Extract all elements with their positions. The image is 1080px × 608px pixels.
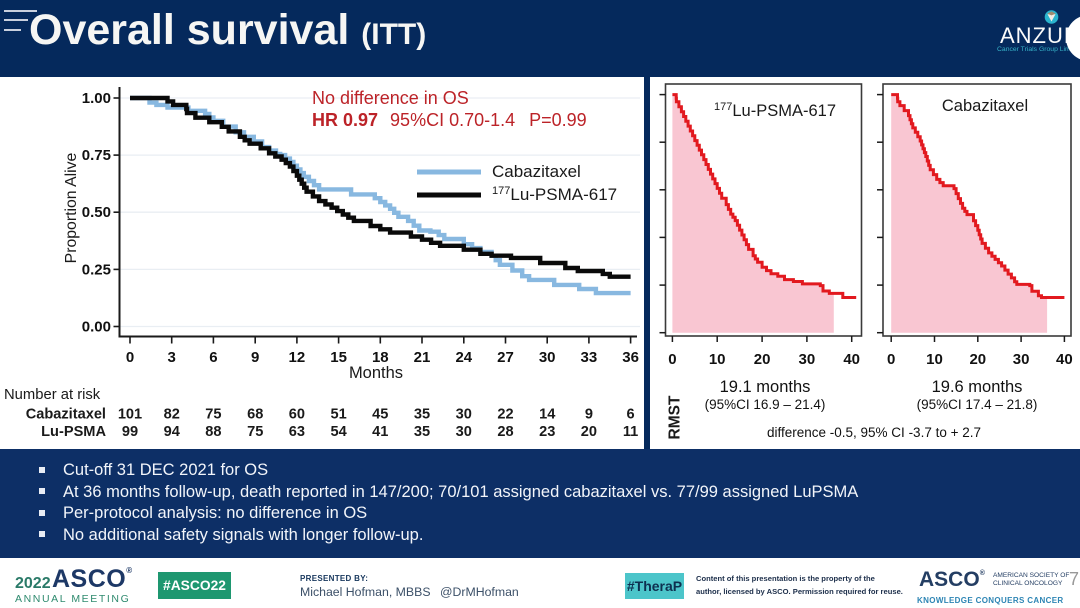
svg-text:RMST: RMST bbox=[667, 395, 684, 439]
svg-text:20: 20 bbox=[754, 351, 771, 368]
svg-text:21: 21 bbox=[414, 349, 431, 366]
svg-text:Lu-PSMA: Lu-PSMA bbox=[41, 424, 106, 440]
svg-text:0.75: 0.75 bbox=[82, 147, 111, 164]
svg-text:No difference in OS: No difference in OS bbox=[312, 88, 469, 108]
svg-text:19.1 months: 19.1 months bbox=[720, 378, 811, 396]
svg-text:Number at risk: Number at risk bbox=[4, 387, 101, 403]
svg-text:0: 0 bbox=[887, 351, 895, 368]
svg-text:0.00: 0.00 bbox=[82, 319, 111, 336]
svg-text:22: 22 bbox=[497, 407, 513, 423]
svg-text:30: 30 bbox=[799, 351, 816, 368]
svg-text:9: 9 bbox=[251, 349, 259, 366]
svg-text:88: 88 bbox=[205, 424, 221, 440]
svg-text:75: 75 bbox=[247, 424, 263, 440]
svg-text:9: 9 bbox=[585, 407, 593, 423]
svg-text:33: 33 bbox=[581, 349, 598, 366]
svg-text:14: 14 bbox=[539, 407, 556, 423]
svg-text:(95%CI 16.9 – 21.4): (95%CI 16.9 – 21.4) bbox=[705, 397, 826, 412]
svg-text:3: 3 bbox=[168, 349, 176, 366]
svg-text:94: 94 bbox=[164, 424, 181, 440]
svg-text:101: 101 bbox=[118, 407, 142, 423]
svg-text:(95%CI 17.4 – 21.8): (95%CI 17.4 – 21.8) bbox=[917, 397, 1038, 412]
svg-text:28: 28 bbox=[497, 424, 513, 440]
svg-text:12: 12 bbox=[289, 349, 306, 366]
svg-text:11: 11 bbox=[623, 424, 638, 440]
svg-text:Cabazitaxel: Cabazitaxel bbox=[942, 97, 1028, 115]
svg-text:Months: Months bbox=[349, 364, 403, 382]
svg-text:36: 36 bbox=[622, 349, 639, 366]
svg-text:82: 82 bbox=[164, 407, 180, 423]
svg-text:10: 10 bbox=[926, 351, 943, 368]
svg-text:10: 10 bbox=[709, 351, 726, 368]
svg-text:40: 40 bbox=[1056, 351, 1073, 368]
svg-text:6: 6 bbox=[209, 349, 217, 366]
svg-text:0.50: 0.50 bbox=[82, 204, 111, 221]
svg-text:30: 30 bbox=[539, 349, 556, 366]
svg-text:0: 0 bbox=[668, 351, 676, 368]
svg-text:Cabazitaxel: Cabazitaxel bbox=[492, 162, 581, 181]
svg-text:27: 27 bbox=[497, 349, 514, 366]
svg-text:Cabazitaxel: Cabazitaxel bbox=[26, 407, 106, 423]
svg-text:63: 63 bbox=[289, 424, 305, 440]
svg-text:68: 68 bbox=[247, 407, 263, 423]
svg-text:35: 35 bbox=[414, 407, 430, 423]
svg-text:1.00: 1.00 bbox=[82, 90, 111, 107]
svg-text:41: 41 bbox=[372, 424, 388, 440]
svg-text:60: 60 bbox=[289, 407, 305, 423]
svg-text:35: 35 bbox=[414, 424, 430, 440]
svg-text:20: 20 bbox=[969, 351, 986, 368]
svg-text:19.6 months: 19.6 months bbox=[932, 378, 1023, 396]
svg-text:20: 20 bbox=[581, 424, 597, 440]
svg-text:23: 23 bbox=[539, 424, 555, 440]
svg-text:30: 30 bbox=[456, 407, 472, 423]
svg-text:24: 24 bbox=[455, 349, 472, 366]
svg-text:difference -0.5, 95% CI -3.7 t: difference -0.5, 95% CI -3.7 to + 2.7 bbox=[767, 425, 981, 440]
svg-text:18: 18 bbox=[372, 349, 389, 366]
svg-text:15: 15 bbox=[330, 349, 347, 366]
svg-text:30: 30 bbox=[456, 424, 472, 440]
svg-text:177Lu-PSMA-617: 177Lu-PSMA-617 bbox=[714, 101, 836, 120]
svg-text:99: 99 bbox=[122, 424, 138, 440]
svg-text:75: 75 bbox=[205, 407, 221, 423]
svg-text:0: 0 bbox=[126, 349, 134, 366]
svg-text:54: 54 bbox=[330, 424, 347, 440]
svg-text:45: 45 bbox=[372, 407, 388, 423]
svg-text:40: 40 bbox=[843, 351, 860, 368]
svg-text:51: 51 bbox=[330, 407, 346, 423]
svg-text:Proportion Alive: Proportion Alive bbox=[63, 152, 80, 263]
svg-text:6: 6 bbox=[627, 407, 635, 423]
svg-text:30: 30 bbox=[1013, 351, 1030, 368]
svg-text:177Lu-PSMA-617: 177Lu-PSMA-617 bbox=[492, 185, 617, 204]
svg-text:0.25: 0.25 bbox=[82, 261, 111, 278]
